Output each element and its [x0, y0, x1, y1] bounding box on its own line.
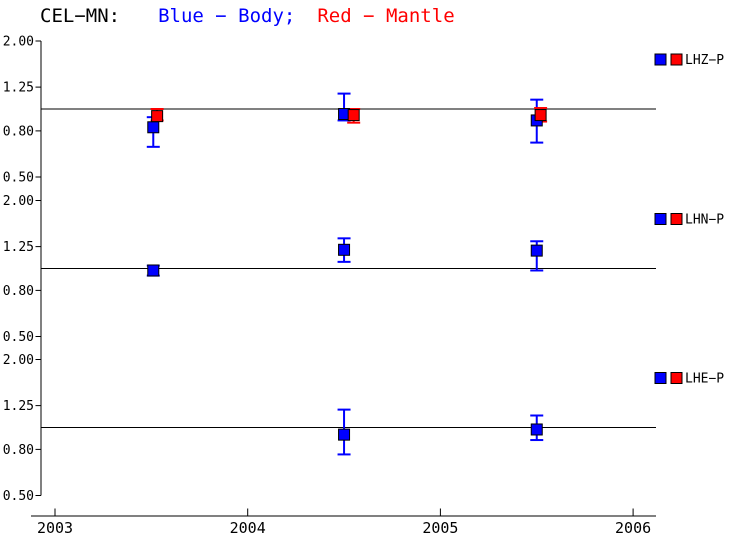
legend-swatch-body: [654, 372, 667, 384]
data-point-mantle: [534, 109, 547, 122]
y-tick-label: 0.50: [3, 489, 34, 504]
y-tick-label: 1.25: [3, 81, 34, 96]
data-point-body: [147, 264, 160, 277]
data-point-mantle: [151, 110, 164, 123]
x-tick-label: 2006: [615, 519, 651, 537]
title-body-label: Blue − Body;: [158, 5, 296, 27]
y-tick-label: 2.00: [3, 35, 34, 50]
x-tick-label: 2004: [230, 519, 266, 537]
y-tick-label: 1.25: [3, 399, 34, 414]
plot-title: CEL−MN: Blue − Body; Red − Mantle: [40, 5, 455, 27]
legend-swatch-mantle: [670, 213, 683, 225]
data-point-body: [338, 428, 351, 441]
x-tick-label: 2003: [37, 519, 73, 537]
y-tick-label: 2.00: [3, 353, 34, 368]
legend-label: LHZ−P: [685, 53, 724, 68]
legend-swatch-mantle: [670, 53, 683, 66]
y-tick-label: 0.50: [3, 171, 34, 186]
data-point-body: [530, 244, 543, 257]
data-point-mantle: [347, 109, 360, 122]
y-tick-label: 1.25: [3, 240, 34, 255]
legend-swatch-body: [654, 53, 667, 66]
data-point-body: [147, 121, 160, 134]
y-tick-label: 0.50: [3, 330, 34, 345]
x-tick-label: 2005: [422, 519, 458, 537]
legend-swatch-body: [654, 213, 667, 225]
legend-swatch-mantle: [670, 372, 683, 384]
title-station: CEL−MN:: [40, 5, 121, 27]
data-point-body: [338, 243, 351, 256]
y-tick-label: 0.80: [3, 124, 34, 139]
legend-label: LHE−P: [685, 372, 724, 387]
legend-label: LHN−P: [685, 213, 724, 228]
y-tick-label: 2.00: [3, 194, 34, 209]
y-tick-label: 0.80: [3, 443, 34, 458]
data-point-body: [530, 423, 543, 436]
y-tick-label: 0.80: [3, 284, 34, 299]
title-mantle-label: Red − Mantle: [317, 5, 455, 27]
